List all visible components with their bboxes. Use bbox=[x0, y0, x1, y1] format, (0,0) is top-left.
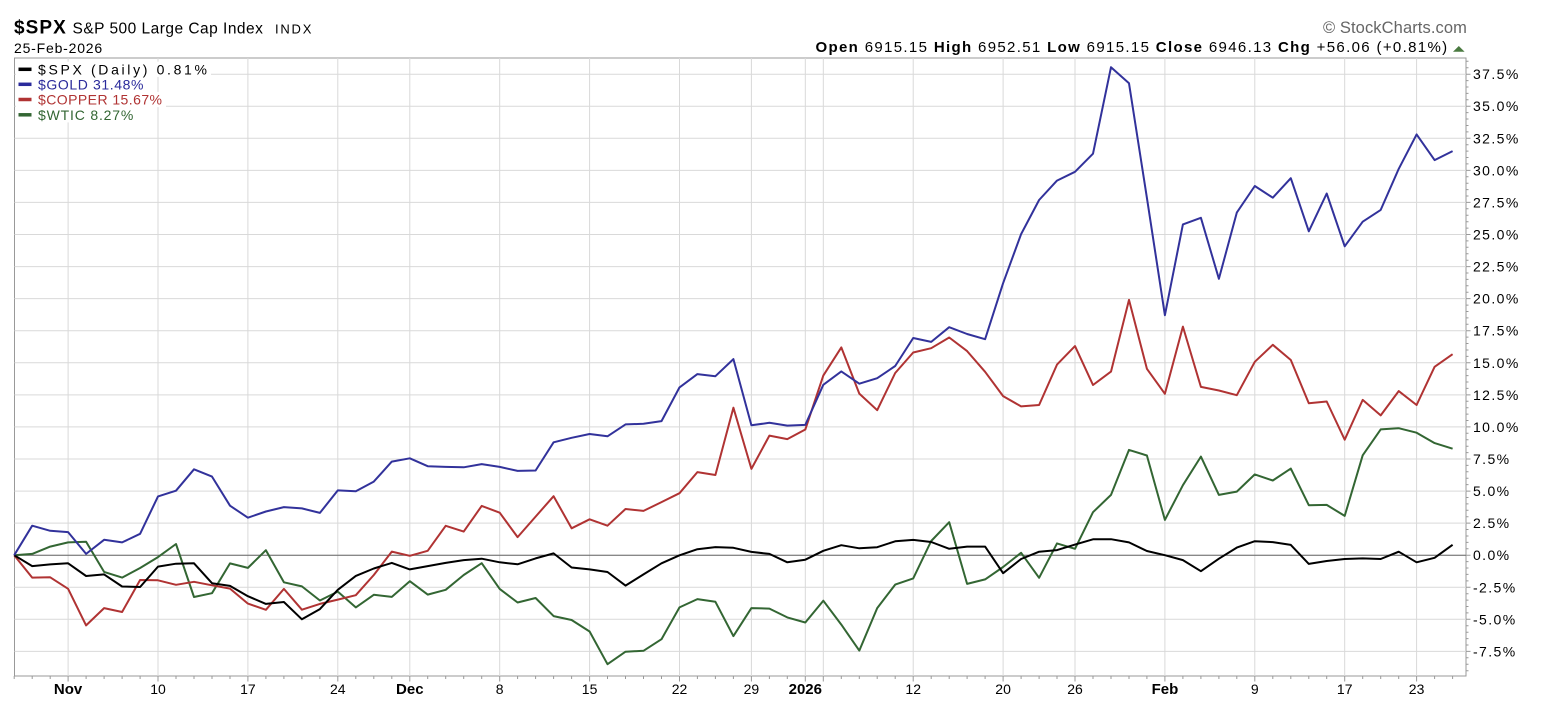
svg-text:22.5%: 22.5% bbox=[1473, 259, 1520, 275]
svg-text:8: 8 bbox=[496, 681, 504, 697]
svg-text:15: 15 bbox=[582, 681, 598, 697]
svg-text:$GOLD 31.48%: $GOLD 31.48% bbox=[38, 76, 144, 92]
svg-text:27.5%: 27.5% bbox=[1473, 194, 1520, 210]
svg-text:9: 9 bbox=[1251, 681, 1259, 697]
svg-text:Dec: Dec bbox=[396, 681, 424, 698]
svg-text:22: 22 bbox=[672, 681, 688, 697]
svg-text:$COPPER 15.67%: $COPPER 15.67% bbox=[38, 92, 162, 108]
svg-text:S&P 500 Large Cap Index: S&P 500 Large Cap Index bbox=[73, 21, 264, 38]
svg-text:© StockCharts.com: © StockCharts.com bbox=[1323, 19, 1467, 37]
svg-text:-5.0%: -5.0% bbox=[1473, 611, 1517, 627]
svg-text:20: 20 bbox=[995, 681, 1011, 697]
svg-text:Nov: Nov bbox=[54, 681, 83, 698]
svg-text:26: 26 bbox=[1067, 681, 1083, 697]
svg-text:12: 12 bbox=[905, 681, 921, 697]
svg-text:$SPX: $SPX bbox=[14, 18, 67, 39]
svg-text:INDX: INDX bbox=[275, 22, 313, 37]
svg-text:24: 24 bbox=[330, 681, 346, 697]
svg-text:2.5%: 2.5% bbox=[1473, 515, 1511, 531]
svg-text:30.0%: 30.0% bbox=[1473, 162, 1520, 178]
svg-text:15.0%: 15.0% bbox=[1473, 355, 1520, 371]
svg-text:0.0%: 0.0% bbox=[1473, 547, 1511, 563]
svg-text:2026: 2026 bbox=[789, 681, 822, 698]
svg-text:10.0%: 10.0% bbox=[1473, 419, 1520, 435]
svg-text:25.0%: 25.0% bbox=[1473, 227, 1520, 243]
svg-text:17: 17 bbox=[240, 681, 256, 697]
svg-text:-7.5%: -7.5% bbox=[1473, 643, 1517, 659]
svg-text:Open 6915.15 High 6952.51 Low: Open 6915.15 High 6952.51 Low 6915.15 Cl… bbox=[815, 39, 1448, 56]
svg-text:29: 29 bbox=[744, 681, 760, 697]
svg-text:$SPX (Daily) 0.81%: $SPX (Daily) 0.81% bbox=[38, 61, 210, 77]
svg-text:-2.5%: -2.5% bbox=[1473, 579, 1517, 595]
svg-text:7.5%: 7.5% bbox=[1473, 451, 1511, 467]
svg-text:5.0%: 5.0% bbox=[1473, 483, 1511, 499]
svg-text:25-Feb-2026: 25-Feb-2026 bbox=[14, 40, 103, 56]
svg-text:$WTIC 8.27%: $WTIC 8.27% bbox=[38, 107, 134, 123]
svg-text:23: 23 bbox=[1409, 681, 1425, 697]
svg-text:35.0%: 35.0% bbox=[1473, 98, 1520, 114]
svg-text:20.0%: 20.0% bbox=[1473, 291, 1520, 307]
svg-text:17.5%: 17.5% bbox=[1473, 323, 1520, 339]
svg-text:Feb: Feb bbox=[1152, 681, 1179, 698]
svg-text:10: 10 bbox=[150, 681, 166, 697]
svg-text:17: 17 bbox=[1337, 681, 1353, 697]
svg-text:32.5%: 32.5% bbox=[1473, 130, 1520, 146]
svg-text:12.5%: 12.5% bbox=[1473, 387, 1520, 403]
svg-text:37.5%: 37.5% bbox=[1473, 66, 1520, 82]
